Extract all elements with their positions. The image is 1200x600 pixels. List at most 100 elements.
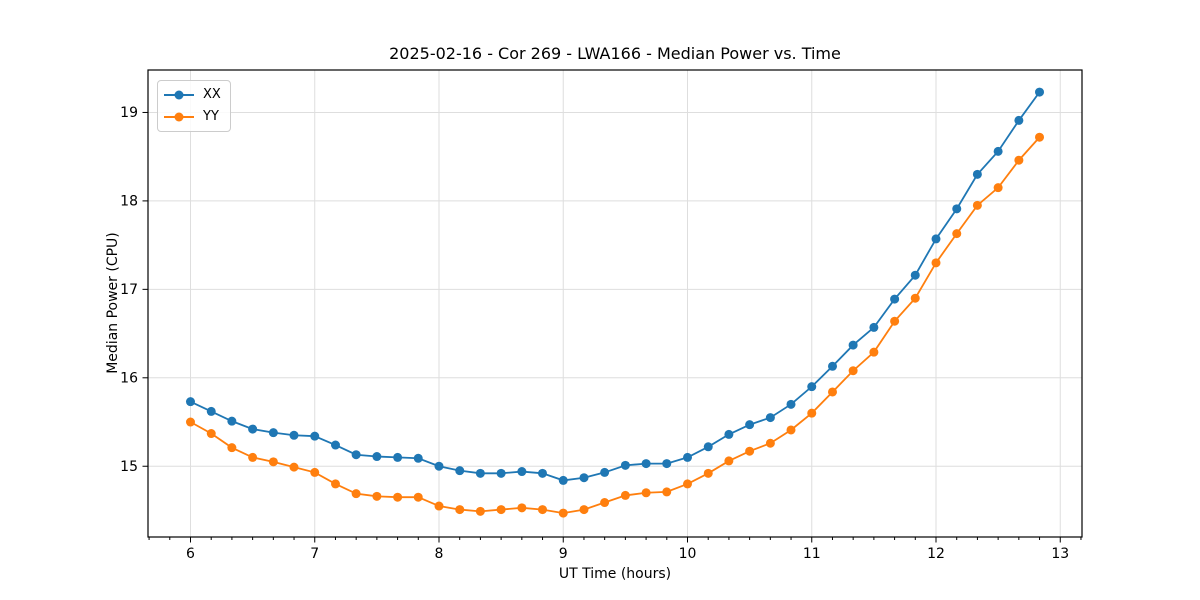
data-point-yy [993,183,1003,193]
data-point-yy [703,468,713,478]
data-point-xx [765,413,775,423]
data-point-yy [724,456,734,466]
data-point-yy [227,443,237,453]
data-point-xx [1035,87,1045,97]
data-point-yy [268,457,278,467]
plot-spines [147,69,1083,538]
x-tick-label: 13 [1051,546,1069,562]
data-point-yy [931,258,941,268]
data-point-yy [537,505,547,515]
data-point-xx [268,428,278,438]
legend-item-xx: XX [164,86,221,104]
data-point-xx [848,340,858,350]
legend: XX YY [157,80,231,132]
data-point-xx [517,467,527,477]
data-point-xx [248,424,258,434]
data-point-yy [765,438,775,448]
data-point-yy [745,446,755,456]
data-point-yy [558,508,568,518]
series-line-yy [190,136,1041,515]
line-marker-swatch-icon [164,86,194,104]
data-point-xx [1014,115,1024,125]
y-tick-label: 16 [120,371,138,387]
data-point-yy [641,488,651,498]
data-point-xx [372,452,382,462]
y-tick-label: 18 [120,194,138,210]
data-point-yy [828,387,838,397]
x-tick-label: 10 [679,546,697,562]
y-tick-label: 15 [120,459,138,475]
data-point-xx [558,475,568,485]
data-point-xx [683,452,693,462]
data-point-xx [786,399,796,409]
data-point-yy [248,452,258,462]
data-point-xx [703,442,713,452]
x-tick-label: 9 [559,546,568,562]
data-point-yy [600,498,610,508]
data-point-yy [455,505,465,515]
data-point-yy [289,462,299,472]
data-point-xx [662,459,672,469]
data-point-xx [393,452,403,462]
data-point-yy [620,490,630,500]
legend-label-xx: XX [203,87,221,102]
data-point-xx [289,430,299,440]
x-tick-label: 11 [803,546,821,562]
data-point-yy [310,467,320,477]
data-point-yy [1014,155,1024,165]
x-axis-label: UT Time (hours) [558,566,672,582]
data-point-xx [890,294,900,304]
data-point-yy [206,429,216,439]
data-point-xx [972,169,982,179]
data-point-yy [351,489,361,499]
data-point-xx [496,468,506,478]
data-point-xx [455,466,465,476]
legend-label-yy: YY [203,109,219,124]
data-point-yy [185,417,195,427]
data-point-xx [351,450,361,460]
data-point-xx [869,322,879,332]
data-point-xx [475,468,485,478]
x-tick-label: 12 [927,546,945,562]
data-point-yy [662,487,672,497]
data-point-xx [579,473,589,483]
data-point-xx [206,406,216,416]
data-point-xx [600,467,610,477]
data-point-xx [330,440,340,450]
data-point-xx [807,382,817,392]
x-tick-label: 8 [435,546,444,562]
data-point-xx [724,429,734,439]
data-point-yy [910,293,920,303]
data-point-yy [952,229,962,239]
chart-title: 2025-02-16 - Cor 269 - LWA166 - Median P… [389,44,841,63]
data-point-xx [641,459,651,469]
data-point-yy [496,505,506,515]
data-point-yy [330,479,340,489]
data-point-yy [890,316,900,326]
data-point-yy [579,505,589,515]
data-point-xx [910,270,920,280]
data-point-xx [952,204,962,214]
data-point-yy [434,501,444,511]
y-tick-label: 17 [120,282,138,298]
data-point-xx [434,461,444,471]
data-point-yy [475,506,485,516]
x-tick-label: 6 [186,546,195,562]
data-point-yy [1035,132,1045,142]
data-point-yy [413,492,423,502]
data-point-xx [993,146,1003,156]
data-point-xx [931,234,941,244]
data-point-yy [972,200,982,210]
data-point-xx [620,460,630,470]
series-line-xx [190,91,1041,482]
data-point-xx [413,453,423,463]
legend-item-yy: YY [164,108,221,126]
data-point-yy [807,408,817,418]
data-point-xx [185,397,195,407]
data-point-yy [683,479,693,489]
data-point-xx [227,416,237,426]
data-point-yy [372,491,382,501]
line-marker-swatch-icon [164,108,194,126]
